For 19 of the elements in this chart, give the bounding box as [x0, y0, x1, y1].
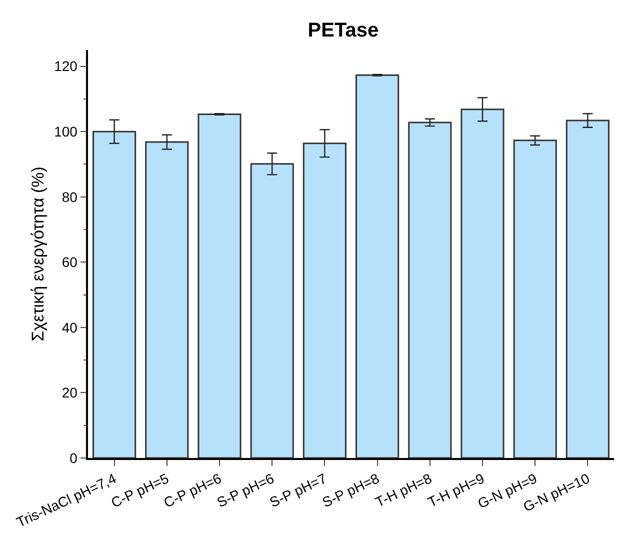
- y-tick-label: 20: [62, 384, 78, 401]
- bar: [513, 140, 557, 458]
- y-tick-label: 120: [54, 58, 78, 74]
- bar: [356, 74, 400, 458]
- bar: [250, 163, 294, 458]
- bar: [408, 122, 452, 458]
- y-tick-label: 60: [62, 254, 78, 270]
- y-tick-label: 40: [62, 319, 78, 336]
- bar: [198, 114, 242, 458]
- bar: [302, 142, 346, 458]
- y-tick-label: 0: [70, 450, 78, 466]
- bar: [92, 130, 136, 458]
- y-tick-label: 100: [54, 124, 78, 140]
- bar: [566, 120, 610, 458]
- bar: [460, 108, 504, 458]
- y-tick-label: 80: [62, 188, 78, 205]
- y-axis-title: Σχετική ενεργότητα (%): [28, 166, 48, 342]
- chart-title: PETase: [308, 19, 379, 42]
- bar: [145, 141, 189, 458]
